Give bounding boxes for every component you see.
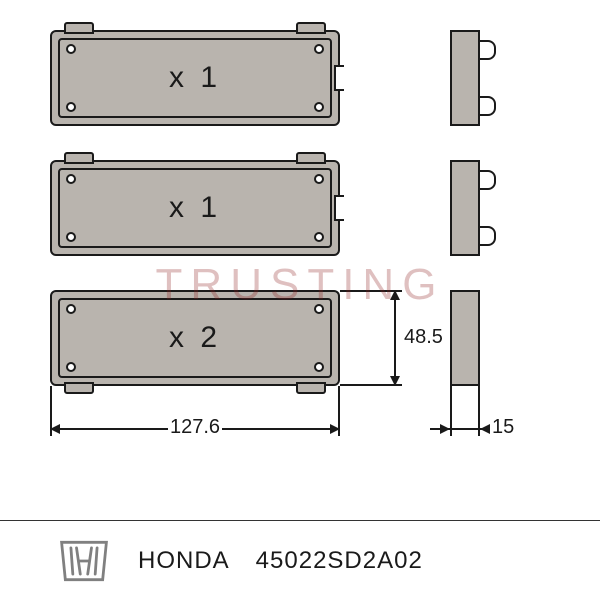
- part-number: 45022SD2A02: [256, 547, 423, 575]
- pad-qty-label: x 1: [169, 61, 221, 95]
- pad-side-profile-1: [450, 30, 480, 126]
- dimension-height-value: 48.5: [402, 326, 445, 349]
- brake-pad-3: x 2: [50, 290, 340, 386]
- pad-qty-label: x 2: [169, 321, 221, 355]
- part-footer: HONDA 45022SD2A02: [0, 520, 600, 600]
- brake-pad-1: x 1: [50, 30, 340, 126]
- brake-pad-diagram: x 1 x 1 x 2: [50, 30, 550, 490]
- pad-qty-label: x 1: [169, 191, 221, 225]
- brake-pad-2: x 1: [50, 160, 340, 256]
- brand-name: HONDA: [138, 547, 230, 575]
- dimension-width-value: 127.6: [168, 416, 222, 439]
- dimension-thickness-value: 15: [490, 416, 516, 439]
- dimension-height: [394, 290, 396, 386]
- honda-logo-icon: [56, 538, 112, 584]
- pad-side-profile-2: [450, 160, 480, 256]
- pad-side-profile-3: [450, 290, 480, 386]
